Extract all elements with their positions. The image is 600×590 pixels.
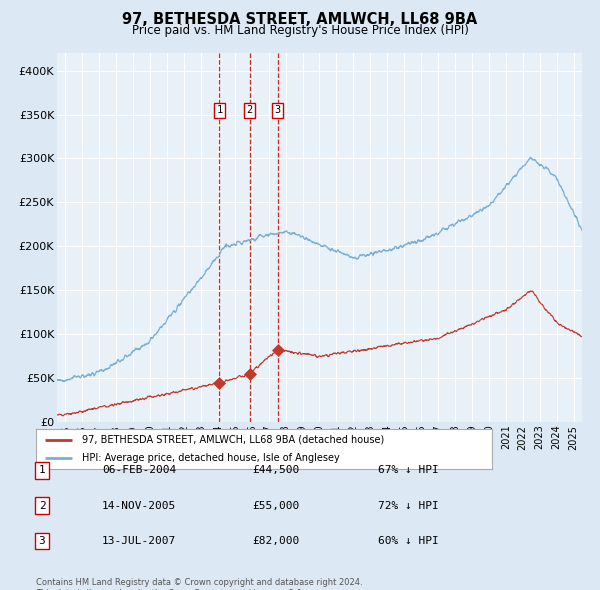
- Text: 97, BETHESDA STREET, AMLWCH, LL68 9BA (detached house): 97, BETHESDA STREET, AMLWCH, LL68 9BA (d…: [82, 435, 384, 445]
- Text: 06-FEB-2004: 06-FEB-2004: [102, 466, 176, 475]
- Text: 3: 3: [38, 536, 46, 546]
- Text: 14-NOV-2005: 14-NOV-2005: [102, 501, 176, 510]
- Text: £82,000: £82,000: [252, 536, 299, 546]
- Text: 3: 3: [275, 105, 281, 115]
- Text: 1: 1: [38, 466, 46, 475]
- Text: £44,500: £44,500: [252, 466, 299, 475]
- Text: 1: 1: [216, 105, 223, 115]
- Text: 97, BETHESDA STREET, AMLWCH, LL68 9BA: 97, BETHESDA STREET, AMLWCH, LL68 9BA: [122, 12, 478, 27]
- Text: 2: 2: [38, 501, 46, 510]
- Text: £55,000: £55,000: [252, 501, 299, 510]
- Text: HPI: Average price, detached house, Isle of Anglesey: HPI: Average price, detached house, Isle…: [82, 453, 340, 463]
- Text: 60% ↓ HPI: 60% ↓ HPI: [378, 536, 439, 546]
- Text: 67% ↓ HPI: 67% ↓ HPI: [378, 466, 439, 475]
- Text: 72% ↓ HPI: 72% ↓ HPI: [378, 501, 439, 510]
- Text: 2: 2: [247, 105, 253, 115]
- Text: 13-JUL-2007: 13-JUL-2007: [102, 536, 176, 546]
- Text: Price paid vs. HM Land Registry's House Price Index (HPI): Price paid vs. HM Land Registry's House …: [131, 24, 469, 37]
- Text: Contains HM Land Registry data © Crown copyright and database right 2024.
This d: Contains HM Land Registry data © Crown c…: [36, 578, 362, 590]
